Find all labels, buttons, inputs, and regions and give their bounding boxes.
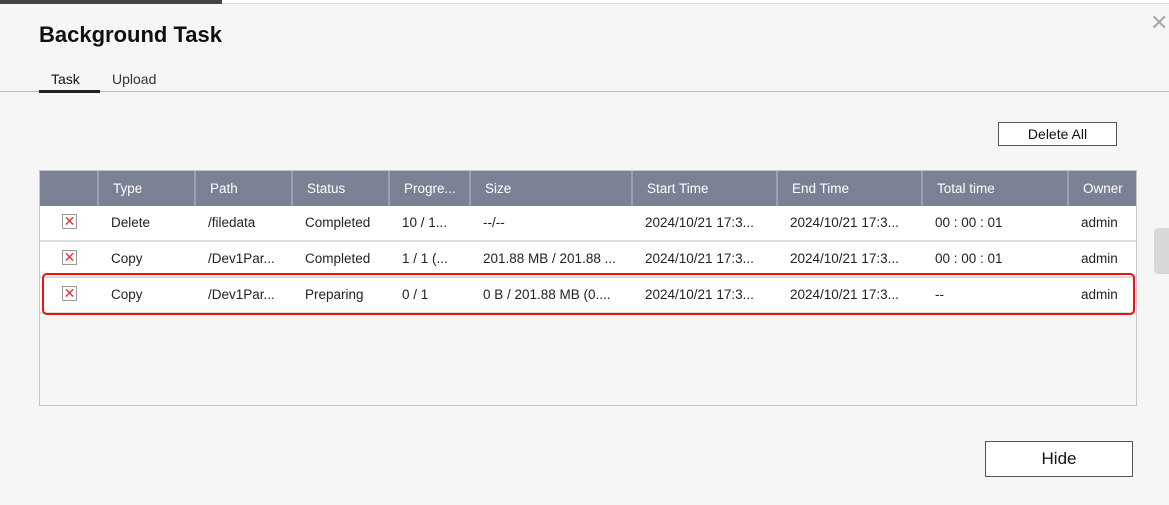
cell-owner: admin [1081, 215, 1118, 230]
cell-status: Preparing [305, 287, 364, 302]
header-start-time[interactable]: Start Time [631, 171, 776, 206]
cell-type: Copy [111, 251, 143, 266]
close-icon[interactable]: ✕ [1150, 10, 1169, 35]
cell-type: Copy [111, 287, 143, 302]
task-table: Type Path Status Progre... Size Start Ti… [39, 170, 1137, 406]
header-status[interactable]: Status [291, 171, 388, 206]
cell-status: Completed [305, 251, 371, 266]
table-header: Type Path Status Progre... Size Start Ti… [40, 171, 1136, 206]
cell-path: /Dev1Par... [208, 287, 275, 302]
header-owner[interactable]: Owner [1067, 171, 1137, 206]
table-row[interactable]: ✕ Delete/filedata Completed 10 / 1... --/-- 2… [40, 206, 1136, 242]
cell-progress: 10 / 1... [402, 215, 448, 230]
delete-task-icon[interactable]: ✕ [62, 213, 77, 229]
cell-progress: 1 / 1 (... [402, 251, 448, 266]
cell-start: 2024/10/21 17:3... [645, 215, 754, 230]
header-total-time[interactable]: Total time [921, 171, 1067, 206]
header-type[interactable]: Type [97, 171, 194, 206]
tab-upload[interactable]: Upload [112, 71, 157, 87]
header-progress[interactable]: Progre... [388, 171, 469, 206]
delete-task-icon[interactable]: ✕ [62, 249, 77, 265]
cell-end: 2024/10/21 17:3... [790, 287, 899, 302]
background-window-bar [0, 0, 222, 4]
table-row[interactable]: ✕ Copy/Dev1Par... Completed 1 / 1 (... 201.8… [40, 242, 1136, 278]
delete-all-button[interactable]: Delete All [998, 122, 1117, 146]
cell-path: /Dev1Par... [208, 251, 275, 266]
header-end-time[interactable]: End Time [776, 171, 921, 206]
hide-button[interactable]: Hide [985, 441, 1133, 477]
cell-progress: 0 / 1 [402, 287, 429, 302]
cell-size: --/-- [483, 215, 505, 230]
tab-task[interactable]: Task [39, 71, 100, 93]
header-select [40, 171, 97, 206]
background-window-edge [222, 0, 1169, 4]
delete-task-icon[interactable]: ✕ [62, 285, 77, 301]
cell-size: 201.88 MB / 201.88 ... [483, 251, 616, 266]
cell-total: 00 : 00 : 01 [935, 215, 1003, 230]
tab-bar: Task Upload [0, 60, 1169, 93]
dialog-title: Background Task [39, 22, 222, 47]
header-size[interactable]: Size [469, 171, 631, 206]
cell-start: 2024/10/21 17:3... [645, 287, 754, 302]
cell-end: 2024/10/21 17:3... [790, 251, 899, 266]
cell-path: /filedata [208, 215, 256, 230]
cell-owner: admin [1081, 251, 1118, 266]
cell-owner: admin [1081, 287, 1118, 302]
header-path[interactable]: Path [194, 171, 291, 206]
cell-type: Delete [111, 215, 151, 230]
cell-start: 2024/10/21 17:3... [645, 251, 754, 266]
cell-total: 00 : 00 : 01 [935, 251, 1003, 266]
cell-end: 2024/10/21 17:3... [790, 215, 899, 230]
side-panel-handle[interactable] [1154, 228, 1169, 274]
cell-total: -- [935, 287, 944, 302]
cell-status: Completed [305, 215, 371, 230]
table-row[interactable]: ✕ Copy/Dev1Par... Preparing 0 / 1 0 B / 201.… [40, 278, 1136, 314]
cell-size: 0 B / 201.88 MB (0.... [483, 287, 611, 302]
